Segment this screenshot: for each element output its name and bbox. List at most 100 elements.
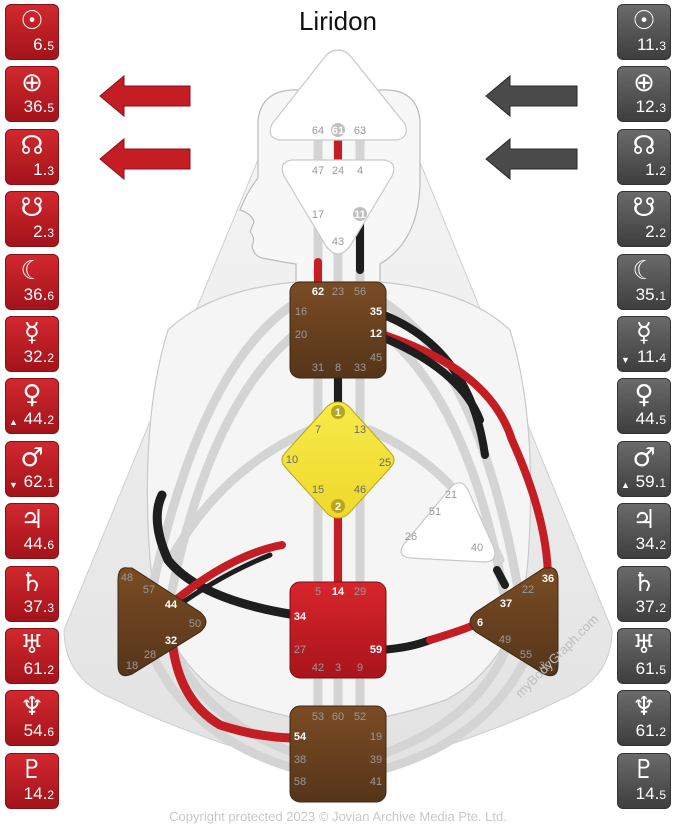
gate-61: 61: [332, 125, 344, 137]
gate-59: 59: [370, 644, 382, 656]
planet-gate: 62.: [23, 471, 48, 491]
gate-43: 43: [332, 236, 344, 248]
gate-45: 45: [370, 352, 382, 364]
personality-jupiter-tile[interactable]: ♃ 34.2: [617, 503, 671, 560]
planet-gate-line: 44.5: [636, 409, 666, 430]
personality-venus-tile[interactable]: ♀ 44.5: [617, 378, 671, 435]
personality-saturn-tile[interactable]: ♄ 37.2: [617, 565, 671, 622]
design-north-node-tile[interactable]: ☊ 1.3: [5, 128, 59, 185]
gate-56: 56: [354, 286, 366, 298]
planet-gate-line: 6.5: [33, 35, 54, 56]
planet-gate-line: 32.2: [24, 347, 54, 368]
gate-51: 51: [429, 506, 441, 518]
planet-gate: 54.: [23, 721, 48, 741]
planet-line: 3: [47, 600, 54, 615]
gate-29: 29: [354, 586, 366, 598]
design-sun-tile[interactable]: ☉ 6.5: [5, 4, 59, 60]
planet-line: 5: [47, 39, 54, 53]
planet-gate: 59.: [635, 471, 660, 491]
mercury-icon: ☿: [24, 317, 40, 348]
channel-34-57: [152, 490, 301, 620]
planet-gate-line: 34.2: [636, 534, 666, 555]
gate-64: 64: [312, 125, 324, 137]
design-mars-tile[interactable]: ♂ 62.1 ▼: [5, 440, 59, 497]
gate-39: 39: [370, 754, 382, 766]
south-node-icon: ☋: [20, 193, 44, 224]
planet-gate: 44.: [23, 409, 48, 429]
planet-gate-line: 14.5: [636, 784, 666, 805]
personality-mercury-tile[interactable]: ☿ 11.4 ▼: [617, 315, 671, 372]
gate-marker-1: [331, 405, 345, 419]
planet-line: 2: [659, 725, 666, 740]
gate-20: 20: [295, 329, 307, 341]
planet-line: 2: [659, 163, 666, 178]
gate-11: 11: [354, 209, 366, 221]
planet-gate: 61.: [635, 658, 660, 678]
uranus-icon: ♅: [632, 629, 656, 660]
planet-line: 3: [47, 163, 54, 178]
planet-gate-line: 2.3: [33, 222, 54, 243]
gate-14: 14: [332, 586, 345, 598]
planet-gate-line: 11.3: [637, 35, 666, 56]
gate-17: 17: [312, 209, 324, 221]
g-center: [281, 401, 395, 519]
design-earth-tile[interactable]: ⊕ 36.5: [5, 66, 59, 123]
personality-pluto-tile[interactable]: ♇ 14.5: [617, 752, 671, 809]
personality-neptune-tile[interactable]: ♆ 61.2: [617, 690, 671, 747]
design-pluto-tile[interactable]: ♇ 14.2: [5, 752, 59, 809]
gate-32: 32: [165, 635, 177, 647]
planet-gate: 37.: [635, 596, 660, 616]
gate-15: 15: [312, 484, 324, 496]
gate-60: 60: [332, 711, 344, 723]
personality-south-node-tile[interactable]: ☋ 2.2: [617, 191, 671, 248]
personality-mars-tile[interactable]: ♂ 59.1 ▲: [617, 440, 671, 497]
design-south-node-tile[interactable]: ☋ 2.3: [5, 191, 59, 248]
planet-line: 2: [47, 413, 54, 428]
mars-icon: ♂: [20, 442, 44, 473]
personality-arrow-bottom: [485, 137, 578, 181]
pluto-icon: ♇: [20, 754, 44, 785]
personality-earth-tile[interactable]: ⊕ 12.3: [617, 66, 671, 123]
personality-sun-tile[interactable]: ☉ 11.3: [617, 4, 671, 60]
head-center: [269, 49, 407, 141]
gate-marker-61: [331, 123, 345, 137]
gate-47: 47: [312, 165, 324, 177]
planet-gate: 1.: [33, 159, 48, 179]
planet-gate: 2.: [645, 222, 660, 242]
detriment-arrow-icon: ▼: [9, 479, 18, 490]
planet-gate: 61.: [23, 658, 48, 678]
personality-uranus-tile[interactable]: ♅ 61.5: [617, 627, 671, 684]
personality-north-node-tile[interactable]: ☊ 1.2: [617, 128, 671, 185]
personality-moon-tile[interactable]: ☾ 35.1: [617, 253, 671, 310]
design-uranus-tile[interactable]: ♅ 61.2: [5, 627, 59, 684]
gate-33: 33: [354, 362, 366, 374]
gate-5: 5: [315, 586, 321, 598]
gate-1: 1: [335, 407, 341, 419]
planet-gate-line: 11.4: [637, 347, 666, 368]
planet-gate-line: 36.6: [24, 285, 54, 306]
planet-line: 1: [659, 475, 666, 490]
planet-gate-line: 12.3: [636, 97, 666, 118]
planet-line: 5: [659, 413, 666, 428]
design-venus-tile[interactable]: ♀ 44.2 ▲: [5, 378, 59, 435]
earth-icon: ⊕: [633, 68, 655, 99]
design-jupiter-tile[interactable]: ♃ 44.6: [5, 503, 59, 560]
planet-gate: 34.: [635, 534, 660, 554]
design-saturn-tile[interactable]: ♄ 37.3: [5, 565, 59, 622]
saturn-icon: ♄: [20, 567, 44, 598]
throat-center: [289, 281, 387, 379]
channel-12-22: [380, 331, 552, 584]
gate-58: 58: [294, 776, 306, 788]
design-neptune-tile[interactable]: ♆ 54.6: [5, 690, 59, 747]
heart-center: [400, 482, 496, 563]
planet-gate: 61.: [635, 721, 660, 741]
planet-gate: 35.: [635, 284, 660, 304]
planet-line: 2: [47, 787, 54, 802]
design-moon-tile[interactable]: ☾ 36.6: [5, 253, 59, 310]
planet-gate: 6.: [33, 35, 48, 54]
planet-line: 4: [659, 350, 666, 365]
design-mercury-tile[interactable]: ☿ 32.2: [5, 315, 59, 372]
planet-gate-line: 14.2: [24, 784, 54, 805]
gate-8: 8: [335, 362, 341, 374]
